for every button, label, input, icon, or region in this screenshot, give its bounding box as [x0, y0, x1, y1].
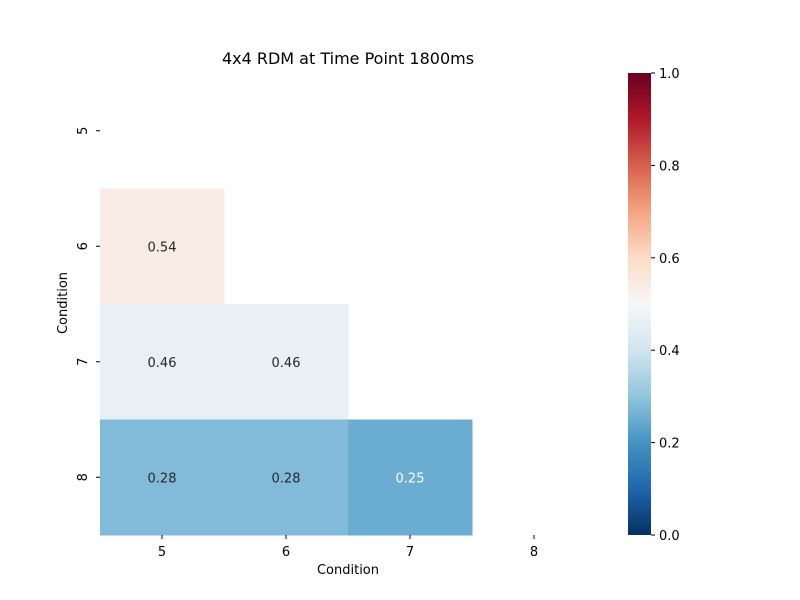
y-tick-label: 7 [76, 358, 91, 366]
x-axis-title: Condition [317, 563, 379, 578]
colorbar-tick-label: 0.0 [659, 529, 680, 544]
heatmap-cell [224, 419, 349, 536]
colorbar-tick-label: 0.2 [659, 437, 680, 452]
cell-value-label: 0.46 [272, 356, 301, 371]
cell-value-label: 0.54 [148, 240, 177, 255]
colorbar-tick-label: 0.8 [659, 159, 680, 174]
y-axis-ticks: 5 6 7 8 [76, 127, 100, 481]
cell-value-label: 0.25 [396, 471, 425, 486]
x-tick-label: 7 [406, 545, 414, 560]
heatmap-cell [100, 419, 225, 536]
y-axis-title: Condition [56, 272, 71, 334]
heatmap-cells [100, 188, 473, 536]
cell-value-label: 0.28 [272, 471, 301, 486]
cell-value-label: 0.28 [148, 471, 177, 486]
colorbar-tick-label: 0.4 [659, 344, 680, 359]
chart-title: 4x4 RDM at Time Point 1800ms [222, 49, 474, 68]
x-tick-label: 8 [530, 545, 538, 560]
y-tick-label: 6 [76, 242, 91, 250]
colorbar-tick-label: 1.0 [659, 67, 680, 82]
colorbar-ticks: 0.0 0.2 0.4 0.6 0.8 1.0 [651, 67, 680, 544]
colorbar-tick-label: 0.6 [659, 252, 680, 267]
heatmap-cell [100, 188, 225, 305]
x-tick-label: 5 [158, 545, 166, 560]
colorbar [628, 73, 651, 535]
x-axis-ticks: 5 6 7 8 [158, 535, 538, 560]
y-tick-label: 5 [76, 127, 91, 135]
y-tick-label: 8 [76, 473, 91, 481]
heatmap-cell [224, 304, 349, 420]
heatmap-cell [348, 419, 473, 536]
heatmap-cell [100, 304, 225, 420]
x-tick-label: 6 [282, 545, 290, 560]
cell-value-label: 0.46 [148, 356, 177, 371]
heatmap-annotations: 0.54 0.46 0.46 0.28 0.28 0.25 [148, 240, 425, 486]
